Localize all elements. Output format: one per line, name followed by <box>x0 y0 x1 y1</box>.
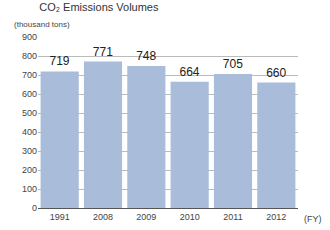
svg-text:200: 200 <box>22 165 37 175</box>
svg-text:400: 400 <box>22 127 37 137</box>
svg-text:664: 664 <box>179 65 199 79</box>
svg-text:2011: 2011 <box>223 212 242 222</box>
svg-text:500: 500 <box>22 108 37 118</box>
svg-text:660: 660 <box>266 66 286 80</box>
svg-text:100: 100 <box>22 184 37 194</box>
svg-text:(thousand tons): (thousand tons) <box>14 20 70 29</box>
svg-text:2008: 2008 <box>93 212 113 222</box>
svg-text:1991: 1991 <box>50 212 70 222</box>
svg-text:900: 900 <box>22 32 37 42</box>
svg-text:300: 300 <box>22 146 37 156</box>
svg-text:2010: 2010 <box>180 212 200 222</box>
svg-text:748: 748 <box>136 49 156 63</box>
svg-text:800: 800 <box>22 51 37 61</box>
svg-text:600: 600 <box>22 89 37 99</box>
svg-text:771: 771 <box>93 45 113 59</box>
svg-text:CO₂ Emissions Volumes: CO₂ Emissions Volumes <box>39 1 159 13</box>
svg-text:0: 0 <box>32 203 37 213</box>
svg-text:(FY): (FY) <box>304 214 322 224</box>
svg-text:2012: 2012 <box>266 212 286 222</box>
svg-text:705: 705 <box>223 57 243 71</box>
svg-text:2009: 2009 <box>136 212 156 222</box>
svg-text:719: 719 <box>49 54 69 68</box>
svg-text:700: 700 <box>22 70 37 80</box>
